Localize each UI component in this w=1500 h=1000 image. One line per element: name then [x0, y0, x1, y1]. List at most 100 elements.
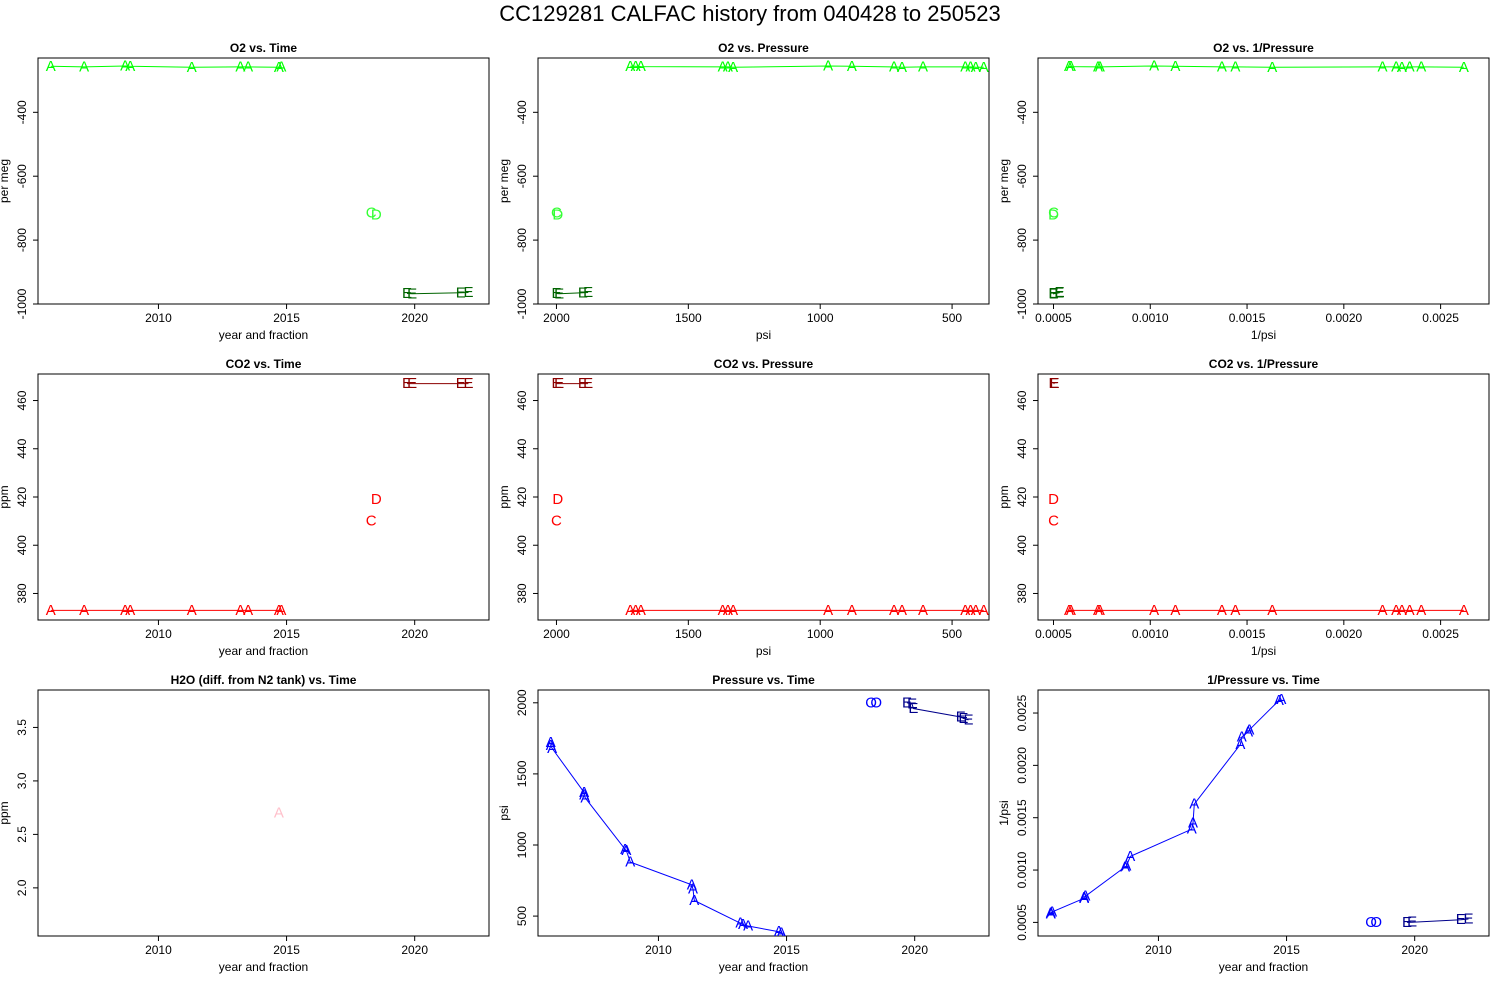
- panel-title: O2 vs. Time: [230, 41, 297, 55]
- panel-title: 1/Pressure vs. Time: [1207, 673, 1320, 687]
- data-point-E: E: [1463, 911, 1473, 928]
- data-point-C: C: [551, 513, 562, 530]
- data-point-A: A: [1149, 602, 1159, 619]
- y-tick-label: 380: [515, 583, 529, 603]
- plot-frame: [37, 689, 490, 937]
- x-tick-label: 0.0015: [1229, 311, 1266, 325]
- y-tick-label: 460: [515, 390, 529, 410]
- data-point-E: E: [1049, 375, 1059, 392]
- x-tick-label: 1000: [807, 627, 834, 641]
- data-point-A: A: [1189, 796, 1199, 813]
- data-point-A: A: [46, 602, 56, 619]
- data-point-A: A: [1217, 602, 1227, 619]
- data-point-A: A: [274, 59, 284, 76]
- y-tick-label: -1000: [15, 288, 29, 319]
- data-point-A: A: [776, 925, 786, 942]
- data-point-A: A: [235, 58, 245, 75]
- data-point-A: A: [1079, 889, 1089, 906]
- y-tick-label: 0.0020: [1015, 747, 1029, 784]
- data-point-A: A: [1397, 602, 1407, 619]
- panel-title: CO2 vs. Time: [226, 357, 302, 371]
- data-point-A: A: [728, 602, 738, 619]
- data-point-E: E: [1402, 914, 1412, 931]
- data-point-A: A: [738, 916, 748, 933]
- y-tick-label: 440: [515, 438, 529, 458]
- x-tick-label: 2020: [901, 943, 928, 957]
- x-tick-label: 0.0025: [1422, 311, 1459, 325]
- y-tick-label: 440: [15, 438, 29, 458]
- data-point-A: A: [1149, 57, 1159, 74]
- plot-frame: [1037, 689, 1490, 937]
- data-point-A: A: [276, 58, 286, 75]
- panel-title: CO2 vs. Pressure: [714, 357, 814, 371]
- y-tick-label: -800: [515, 228, 529, 252]
- data-point-A: A: [1066, 602, 1076, 619]
- data-point-A: A: [1066, 58, 1076, 75]
- y-tick-label: 420: [15, 487, 29, 507]
- x-tick-label: 1500: [675, 627, 702, 641]
- data-point-A: A: [235, 602, 245, 619]
- data-point-A: A: [631, 602, 641, 619]
- data-point-A: A: [966, 602, 976, 619]
- data-point-A: A: [1274, 692, 1284, 709]
- series-line-A: [50, 65, 282, 68]
- data-point-E: E: [1048, 375, 1058, 392]
- data-point-D: D: [371, 207, 382, 224]
- data-point-E: E: [1048, 285, 1058, 302]
- y-axis-label: per meg: [0, 159, 11, 203]
- data-point-A: A: [1064, 602, 1074, 619]
- y-tick-label: -600: [515, 164, 529, 188]
- panel-4: CO2 vs. Time year and fraction ppm 2010 2015…: [0, 357, 490, 658]
- data-point-E: E: [902, 694, 912, 711]
- x-tick-label: 500: [942, 311, 962, 325]
- data-point-A: A: [979, 602, 989, 619]
- data-point-A: A: [1244, 721, 1254, 738]
- x-tick-label: 2000: [543, 311, 570, 325]
- x-axis-label: year and fraction: [219, 960, 308, 974]
- x-tick-label: 0.0025: [1422, 627, 1459, 641]
- y-tick-label: 460: [15, 390, 29, 410]
- data-point-E: E: [583, 375, 593, 392]
- data-point-A: A: [1120, 858, 1130, 875]
- data-point-A: A: [625, 58, 635, 75]
- data-point-A: A: [1046, 906, 1056, 923]
- plot-area: A: [274, 805, 284, 822]
- data-point-A: A: [187, 59, 197, 76]
- x-tick-label: 2010: [145, 943, 172, 957]
- data-point-A: A: [723, 602, 733, 619]
- data-point-C: C: [366, 513, 377, 530]
- y-tick-label: 380: [15, 583, 29, 603]
- data-point-A: A: [1230, 58, 1240, 75]
- data-point-A: A: [1267, 602, 1277, 619]
- data-point-A: A: [1416, 602, 1426, 619]
- data-point-A: A: [631, 58, 641, 75]
- panel-2: O2 vs. Pressure psi per meg 2000 1500 1000 500…: [497, 41, 990, 342]
- series-line-E: [1406, 918, 1469, 923]
- data-point-A: A: [1459, 602, 1469, 619]
- data-point-A: A: [718, 58, 728, 75]
- plot-frame: [37, 57, 490, 305]
- data-point-E: E: [1456, 911, 1466, 928]
- data-point-A: A: [689, 892, 699, 909]
- data-point-A: A: [728, 59, 738, 76]
- data-point-A: A: [1080, 888, 1090, 905]
- data-point-E: E: [907, 696, 917, 713]
- series-line-E: [1053, 292, 1060, 295]
- data-point-A: A: [547, 740, 557, 757]
- data-point-A: A: [579, 784, 589, 801]
- data-point-A: A: [1237, 729, 1247, 746]
- data-point-E: E: [402, 285, 412, 302]
- data-point-A: A: [243, 602, 253, 619]
- data-point-A: A: [971, 59, 981, 76]
- data-point-E: E: [1055, 284, 1065, 301]
- data-point-A: A: [723, 58, 733, 75]
- data-point-E: E: [578, 284, 588, 301]
- data-point-E: E: [407, 285, 417, 302]
- x-axis-label: psi: [756, 328, 771, 342]
- data-point-A: A: [546, 734, 556, 751]
- data-point-A: A: [120, 602, 130, 619]
